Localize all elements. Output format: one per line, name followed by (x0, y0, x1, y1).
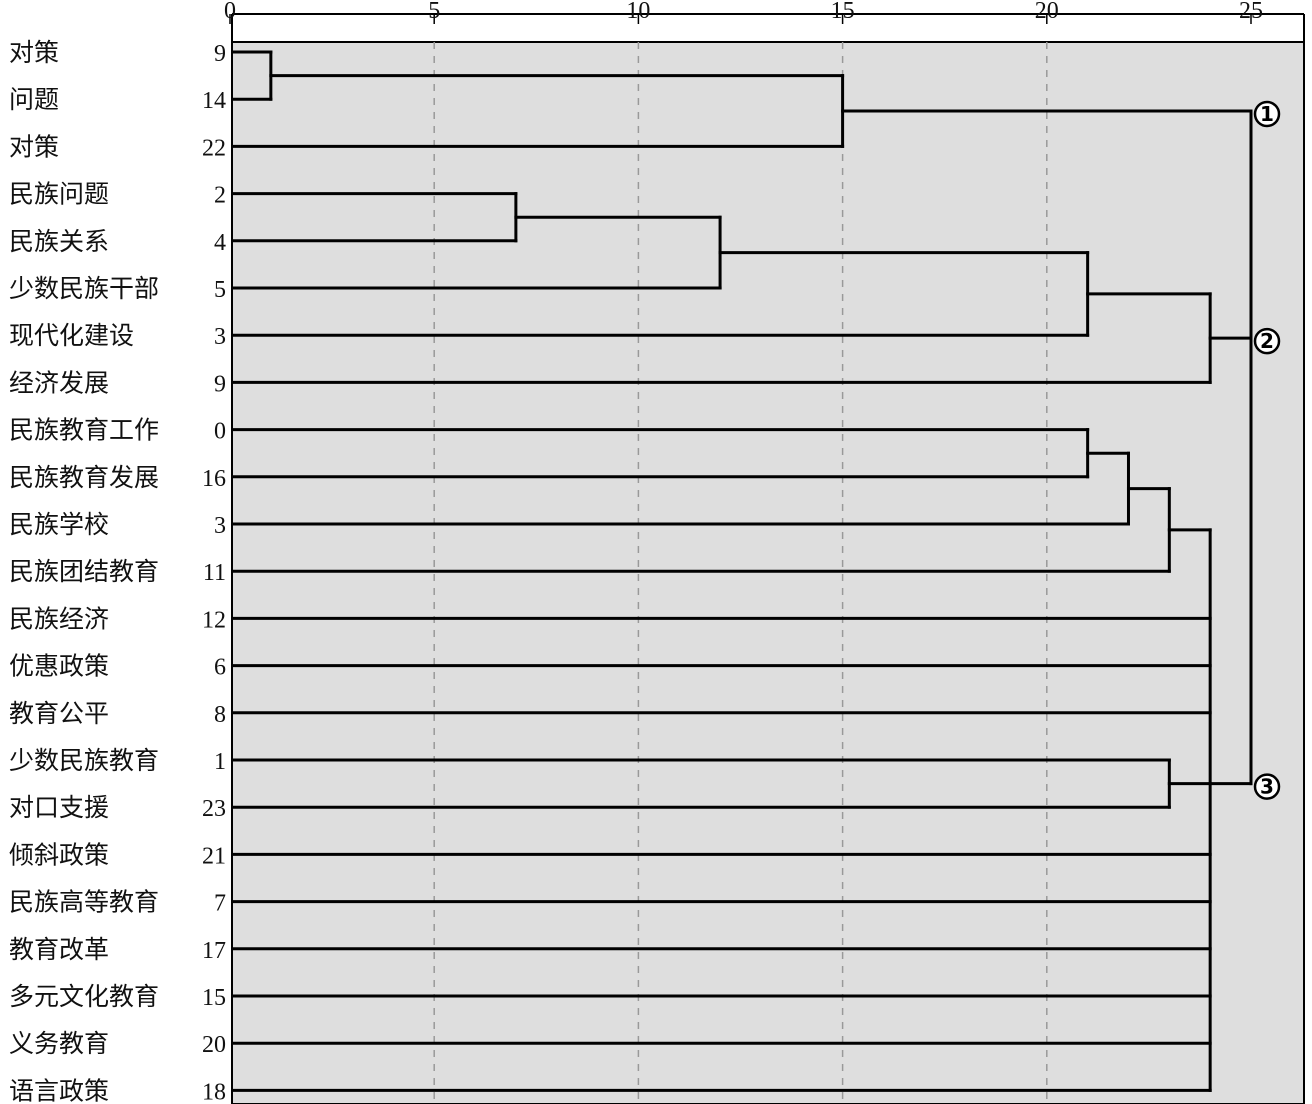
leaf-label: 民族高等教育 (9, 888, 159, 917)
leaf-label: 教育改革 (9, 935, 109, 964)
leaf-label: 现代化建设 (9, 321, 134, 350)
leaf-label: 民族教育发展 (9, 463, 159, 492)
leaf-id: 4 (214, 230, 226, 256)
leaf-label: 少数民族教育 (9, 746, 159, 775)
leaf-id: 6 (214, 655, 226, 681)
x-tick-label: 0 (224, 0, 236, 24)
leaf-id: 9 (214, 371, 226, 397)
x-tick-label: 15 (831, 0, 855, 24)
leaf-label: 倾斜政策 (9, 840, 109, 869)
leaf-label: 教育公平 (9, 699, 109, 728)
leaf-id: 9 (214, 41, 226, 67)
cluster-marker-circle (1253, 773, 1281, 800)
cluster-marker-label: 3 (1260, 775, 1274, 799)
leaf-label: 对策 (9, 38, 59, 67)
leaf-label: 少数民族干部 (9, 274, 159, 303)
leaf-label: 民族问题 (9, 180, 109, 209)
leaf-id: 2 (214, 183, 226, 209)
leaf-label: 经济发展 (9, 368, 109, 397)
leaf-label: 民族经济 (9, 604, 109, 633)
x-tick-label: 10 (626, 0, 650, 24)
leaf-id: 3 (214, 324, 226, 350)
leaf-id: 20 (202, 1032, 226, 1058)
leaf-id: 3 (214, 513, 226, 539)
cluster-marker-circle (1253, 327, 1281, 355)
leaf-id: 7 (214, 891, 226, 917)
x-tick-label: 25 (1239, 0, 1263, 24)
x-tick-label: 5 (428, 0, 440, 24)
x-tick-label: 20 (1035, 0, 1059, 24)
leaf-label: 问题 (9, 85, 59, 114)
leaf-id: 21 (202, 843, 226, 869)
leaf-id: 11 (203, 560, 226, 586)
leaf-label: 民族团结教育 (9, 557, 159, 586)
leaf-id: 1 (214, 749, 226, 775)
leaf-id: 17 (202, 938, 226, 964)
cluster-marker-label: 1 (1260, 102, 1274, 126)
cluster-marker-circle (1253, 100, 1281, 128)
leaf-label: 语言政策 (9, 1076, 109, 1104)
leaf-id: 8 (214, 702, 226, 728)
plot-area (231, 41, 1305, 1104)
leaf-label: 民族教育工作 (9, 416, 159, 445)
leaf-id: 23 (202, 796, 226, 822)
leaf-label: 民族关系 (9, 227, 109, 256)
leaf-id: 18 (202, 1079, 226, 1104)
leaf-label: 对策 (9, 132, 59, 161)
leaf-id: 5 (214, 277, 226, 303)
leaf-id: 22 (202, 135, 226, 161)
leaf-id: 15 (202, 985, 226, 1011)
leaf-label: 优惠政策 (9, 652, 109, 681)
leaf-label: 义务教育 (9, 1029, 109, 1058)
leaf-id: 12 (202, 607, 226, 633)
leaf-id: 16 (202, 466, 226, 492)
leaf-label: 多元文化教育 (9, 982, 159, 1011)
leaf-id: 14 (202, 88, 226, 114)
leaf-label: 民族学校 (9, 510, 109, 539)
leaf-id: 0 (214, 419, 226, 445)
cluster-marker-label: 2 (1260, 329, 1274, 353)
leaf-label: 对口支援 (9, 793, 109, 822)
